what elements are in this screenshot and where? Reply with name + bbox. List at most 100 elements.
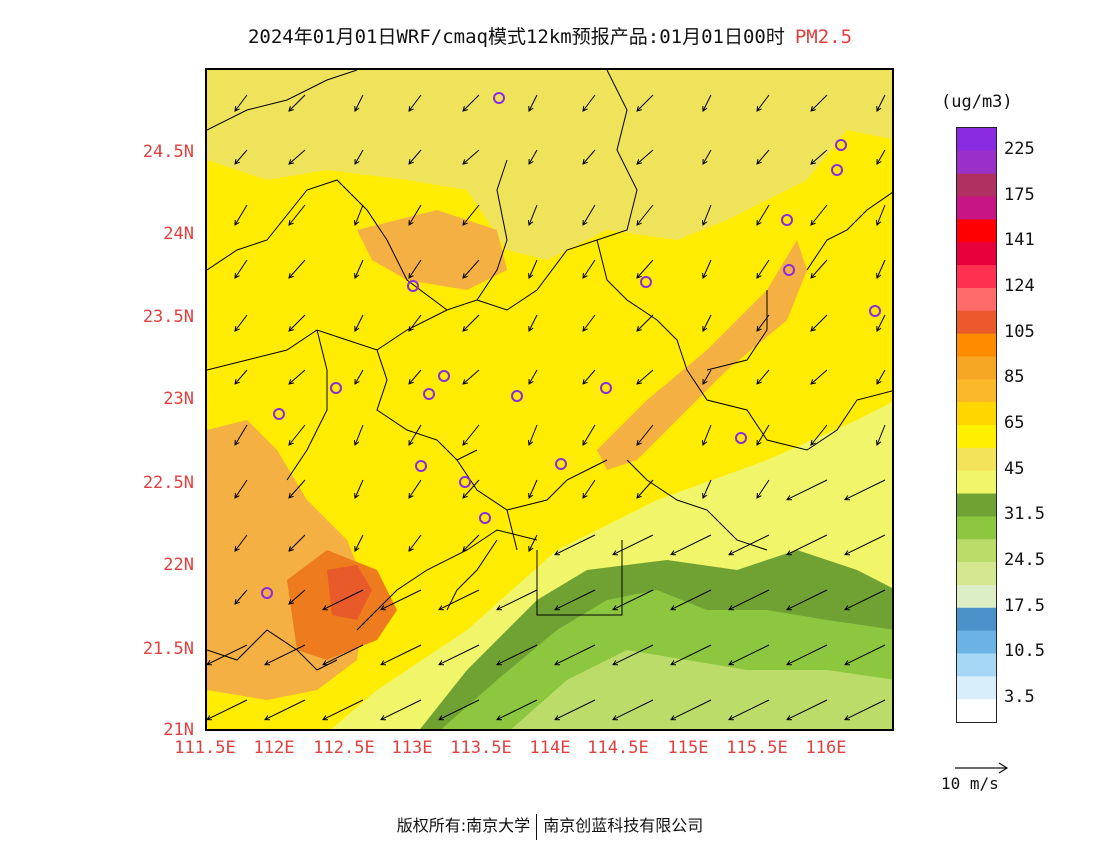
map-canvas (207, 70, 892, 729)
lat-tick-label: 23N (163, 389, 194, 409)
wind-vector (554, 699, 596, 721)
footer-left: 版权所有:南京大学 (396, 816, 531, 835)
admin-border (207, 179, 388, 271)
lon-tick-label: 115E (667, 738, 709, 758)
wind-vector (353, 204, 364, 226)
wind-vector (438, 589, 480, 611)
wind-vector (702, 479, 712, 499)
monitoring-station-marker (273, 408, 285, 420)
monitoring-station-marker (735, 432, 747, 444)
wind-vector (408, 534, 422, 552)
legend-swatch (957, 379, 996, 403)
wind-vector (496, 589, 538, 611)
wind-vector (810, 369, 828, 385)
lat-tick-label: 22N (163, 555, 194, 575)
wind-vector (756, 314, 770, 332)
lon-tick-label: 113E (391, 738, 433, 758)
wind-vector (636, 149, 654, 165)
legend-label: 65 (1004, 413, 1025, 433)
lon-tick-label: 112.5E (313, 738, 375, 758)
wind-vector (462, 314, 480, 332)
wind-vector (234, 204, 248, 226)
lon-tick-label: 114E (529, 738, 571, 758)
wind-vector (670, 699, 712, 721)
wind-vector (702, 259, 712, 279)
wind-vector (554, 534, 596, 556)
wind-vector (756, 94, 770, 112)
legend-label: 124 (1004, 275, 1035, 296)
title-variable: PM2.5 (794, 26, 853, 48)
wind-vector (354, 314, 364, 332)
wind-vector (408, 369, 422, 385)
admin-border (706, 290, 768, 371)
wind-vector (288, 369, 306, 385)
monitoring-station-marker (330, 382, 342, 394)
wind-vector (670, 589, 712, 611)
monitoring-station-marker (438, 370, 450, 382)
wind-vector (876, 94, 886, 112)
wind-vector (380, 589, 422, 611)
footer-divider (536, 813, 538, 840)
wind-vector (582, 204, 596, 226)
monitoring-station-marker (511, 390, 523, 402)
lon-tick-label: 115.5E (726, 738, 788, 758)
legend-label: 3.5 (1004, 687, 1035, 708)
wind-vector (702, 314, 712, 332)
legend-swatch (957, 356, 996, 380)
wind-vector (264, 699, 306, 721)
wind-vector (234, 149, 248, 165)
wind-vector (756, 479, 770, 499)
wind-vector (876, 314, 886, 332)
monitoring-station-marker (783, 264, 795, 276)
wind-vector (234, 589, 248, 605)
wind-vector (702, 149, 712, 165)
wind-vector (582, 424, 596, 446)
chart-title: 2024年01月01日WRF/cmaq模式12km预报产品:01月01日00时 P… (0, 22, 1100, 49)
monitoring-station-marker (831, 164, 843, 176)
wind-vector (288, 314, 306, 332)
wind-vector (462, 94, 480, 112)
wind-vector (786, 534, 828, 556)
wind-vector (876, 149, 886, 165)
wind-vector (636, 479, 654, 499)
admin-border (506, 459, 608, 511)
lat-tick-label: 24.5N (142, 142, 194, 162)
wind-vector (462, 424, 480, 446)
admin-border (476, 70, 638, 311)
wind-vector (408, 479, 422, 499)
pm-zone-east-ridge (597, 240, 807, 470)
wind-vector (554, 644, 596, 666)
legend-swatch (957, 128, 996, 152)
monitoring-station-marker (493, 92, 505, 104)
wind-vector (408, 259, 422, 279)
wind-vector (462, 259, 480, 279)
wind-vector (612, 644, 654, 666)
wind-vector (438, 644, 480, 666)
legend-label: 24.5 (1004, 550, 1045, 571)
wind-vector (527, 424, 538, 446)
wind-vector (234, 369, 248, 385)
wind-vector (528, 534, 538, 552)
admin-border (207, 70, 358, 131)
wind-vector (786, 644, 828, 666)
wind-vector (207, 644, 248, 666)
legend-swatch (957, 265, 996, 289)
legend-label: 85 (1004, 367, 1025, 388)
wind-vector (288, 259, 306, 279)
legend-swatch (957, 699, 996, 723)
pm25-map[interactable] (205, 68, 894, 731)
wind-vector (756, 424, 770, 446)
wind-vector (354, 94, 364, 112)
wind-vector (702, 94, 712, 112)
wind-vector (354, 259, 364, 279)
legend-swatch (957, 402, 996, 426)
wind-vector (288, 204, 306, 226)
legend-swatch (957, 493, 996, 517)
wind-vector (380, 699, 422, 721)
admin-border (356, 529, 538, 631)
wind-vector (636, 94, 654, 112)
lon-tick-label: 114.5E (587, 738, 649, 758)
lat-tick-label: 22.5N (142, 473, 194, 493)
legend-swatch (957, 242, 996, 266)
wind-vector (728, 699, 770, 721)
